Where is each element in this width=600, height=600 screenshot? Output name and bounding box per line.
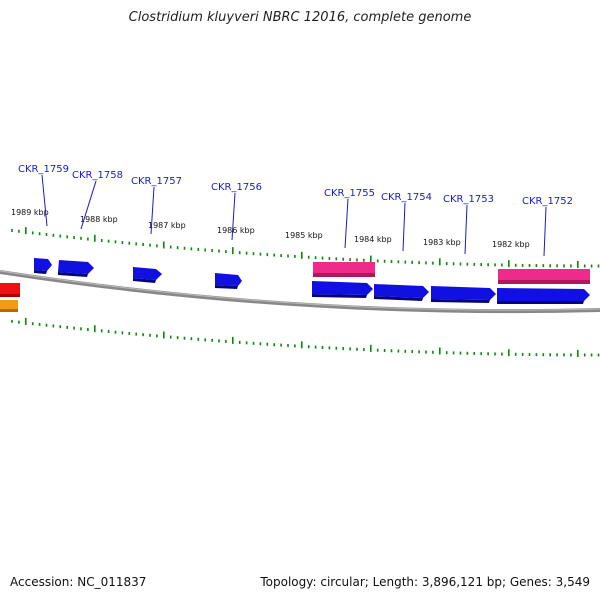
gene-label-1759: CKR_1759 [18,164,69,175]
map-title: Clostridium kluyveri NBRC 12016, complet… [128,10,472,25]
gene-label-1758: CKR_1758 [72,170,123,181]
gene-arrow-1759[interactable] [34,258,52,274]
rna-gene-1755[interactable] [313,262,375,277]
gene-arrow-lower-3[interactable] [431,286,496,303]
kbp-label-1987: 1987 kbp [148,221,186,230]
gene-label-1753: CKR_1753 [443,194,494,205]
kbp-label-1985: 1985 kbp [285,231,323,240]
gene-arrow-1756[interactable] [215,273,242,289]
kbp-label-1982: 1982 kbp [492,240,530,249]
inner-tick-row [11,317,600,357]
kbp-labels: 1989 kbp 1988 kbp 1987 kbp 1986 kbp 1985… [11,208,530,249]
gene-leader-lines [41,174,547,257]
orange-feature-shade [0,309,18,312]
gene-label-1752: CKR_1752 [522,196,573,207]
kbp-label-1983: 1983 kbp [423,238,461,247]
gene-arrow-lower-4[interactable] [497,288,590,304]
accession-text: Accession: NC_011837 [10,575,147,589]
gene-arrow-1758[interactable] [58,260,94,277]
gene-label-1754: CKR_1754 [381,192,432,203]
genome-backbone [0,270,600,314]
gene-arrow-lower-1[interactable] [312,281,373,298]
genome-backbone-highlight [0,270,600,311]
kbp-label-1984: 1984 kbp [354,235,392,244]
kbp-label-1989: 1989 kbp [11,208,49,217]
red-feature [0,283,20,295]
left-edge-features [0,283,20,312]
gene-arrow-lower-2[interactable] [374,284,429,301]
gene-label-1755: CKR_1755 [324,188,375,199]
gene-labels: CKR_1759 CKR_1758 CKR_1757 CKR_1756 CKR_… [18,164,573,207]
kbp-label-1988: 1988 kbp [80,215,118,224]
gene-arrow-1757[interactable] [133,267,162,283]
red-feature-shade [0,294,20,297]
gene-label-1757: CKR_1757 [131,176,182,187]
topology-text: Topology: circular; Length: 3,896,121 bp… [260,575,590,589]
kbp-label-1986: 1986 kbp [217,226,255,235]
outer-tick-row [11,227,600,268]
orange-feature [0,300,18,310]
gene-label-1756: CKR_1756 [211,182,262,193]
rna-gene-1752[interactable] [498,269,590,284]
